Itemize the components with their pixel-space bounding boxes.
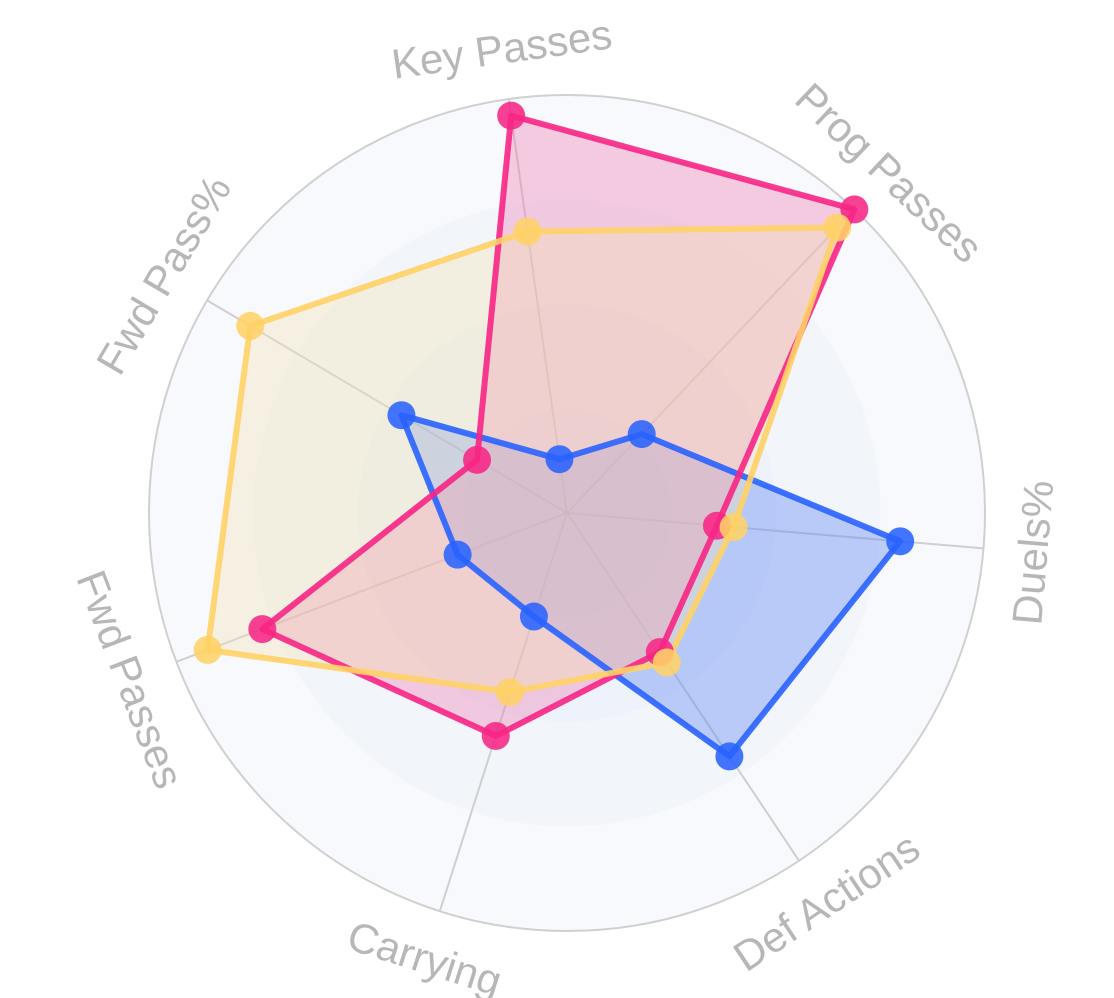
series-point-1 [545, 445, 574, 474]
series-point-1 [886, 527, 915, 556]
series-point-1 [715, 742, 744, 771]
series-point-3 [719, 513, 748, 542]
series-line-1 [398, 412, 904, 760]
axis-label-duels-: Duels% [1003, 478, 1062, 626]
series-point-3 [513, 217, 542, 246]
series-line-2 [259, 112, 858, 739]
series-area-3 [207, 227, 838, 693]
series-point-1 [519, 602, 548, 631]
radar-grid [148, 94, 986, 932]
series-point-3 [193, 635, 222, 664]
grid-outer-circle [148, 94, 986, 932]
series-point-3 [823, 213, 852, 242]
series-point-2 [840, 195, 869, 224]
series-point-3 [495, 678, 524, 707]
series-line-3 [204, 224, 841, 696]
axis-label-carrying: Carrying [342, 912, 507, 998]
series-area-1 [401, 415, 901, 757]
grid-spoke [206, 299, 568, 514]
series-area-2 [262, 115, 855, 737]
series-point-1 [627, 420, 656, 449]
series-point-3 [652, 648, 681, 677]
grid-spoke [176, 512, 568, 663]
series-point-2 [481, 721, 510, 750]
grid-spoke [566, 512, 800, 862]
grid-spoke [438, 512, 568, 912]
series-point-1 [387, 401, 416, 430]
series-point-2 [497, 101, 526, 130]
radar-series-group [193, 101, 915, 771]
series-point-2 [463, 445, 492, 474]
axis-label-key-passes: Key Passes [389, 10, 615, 87]
grid-spoke [507, 98, 568, 514]
grid-spoke [566, 208, 856, 514]
series-point-2 [248, 615, 277, 644]
series-point-1 [443, 540, 472, 569]
series-point-3 [236, 311, 265, 340]
